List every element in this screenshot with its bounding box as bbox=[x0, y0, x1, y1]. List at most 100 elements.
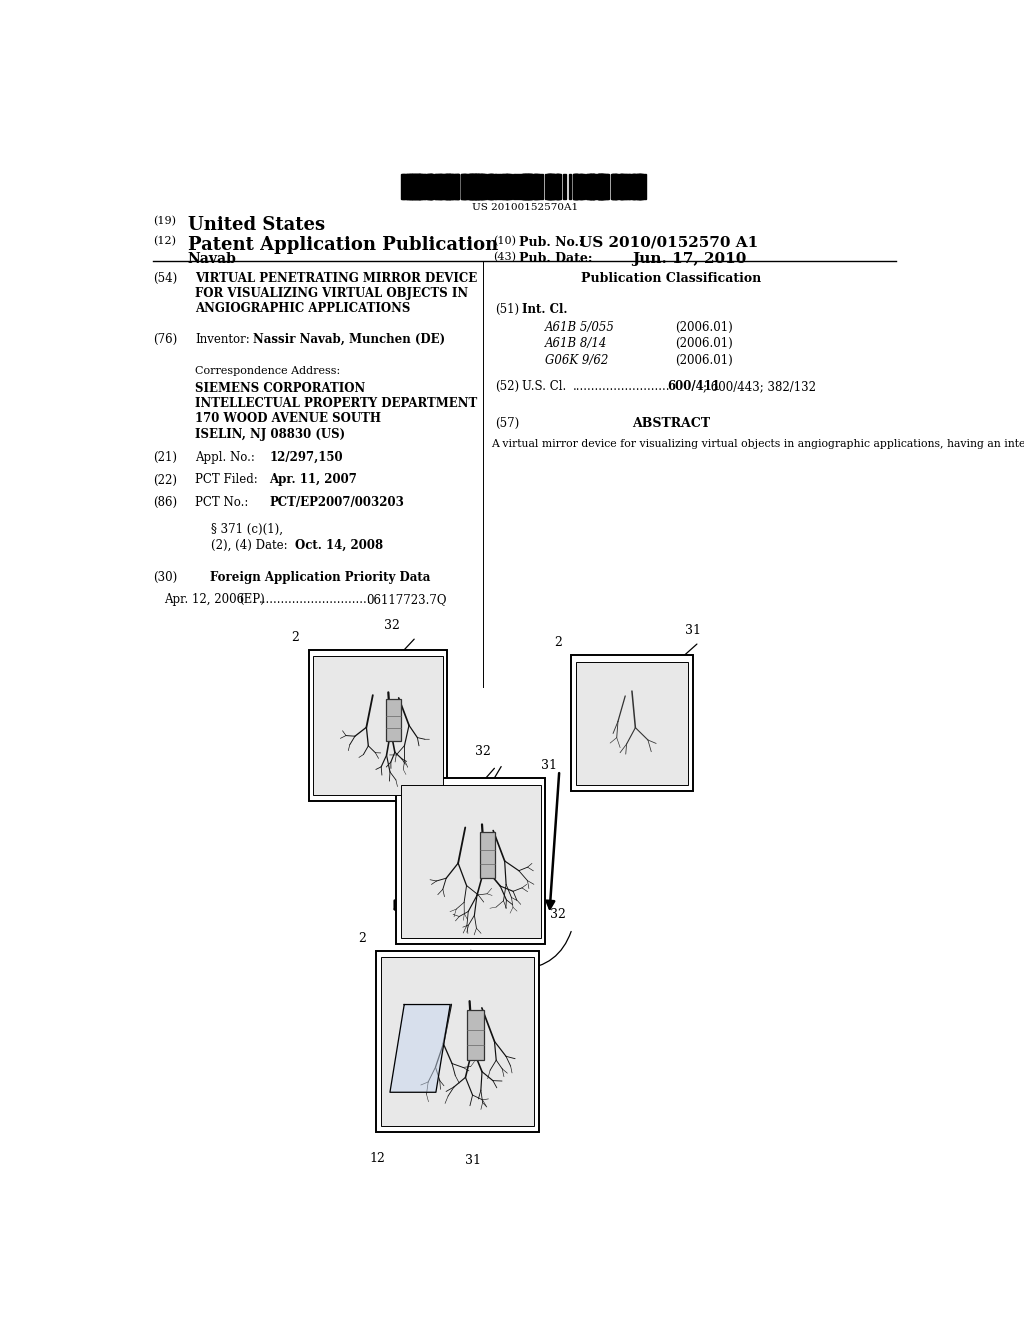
Bar bbox=[556, 174, 559, 199]
Bar bbox=[618, 174, 622, 199]
Bar bbox=[513, 174, 515, 199]
Bar bbox=[386, 700, 400, 741]
Text: US 20100152570A1: US 20100152570A1 bbox=[472, 202, 578, 211]
Text: Int. Cl.: Int. Cl. bbox=[522, 302, 568, 315]
Bar bbox=[463, 174, 468, 199]
Text: Inventor:: Inventor: bbox=[196, 333, 250, 346]
Bar bbox=[507, 174, 510, 199]
Bar bbox=[434, 174, 438, 199]
Bar bbox=[467, 174, 470, 199]
Text: FOR VISUALIZING VIRTUAL OBJECTS IN: FOR VISUALIZING VIRTUAL OBJECTS IN bbox=[196, 286, 469, 300]
Text: PCT Filed:: PCT Filed: bbox=[196, 474, 258, 487]
Text: 1: 1 bbox=[396, 932, 403, 945]
Bar bbox=[415, 174, 418, 199]
Text: 2: 2 bbox=[291, 631, 299, 644]
Text: ..............................: .............................. bbox=[259, 594, 372, 606]
Text: (10): (10) bbox=[494, 236, 516, 246]
Bar bbox=[445, 174, 449, 199]
Bar bbox=[571, 656, 692, 791]
Bar bbox=[430, 174, 432, 199]
Text: (76): (76) bbox=[154, 333, 177, 346]
Text: 12: 12 bbox=[370, 1152, 385, 1166]
Bar bbox=[601, 174, 605, 199]
Text: Apr. 11, 2007: Apr. 11, 2007 bbox=[269, 474, 357, 487]
Text: PCT No.:: PCT No.: bbox=[196, 496, 249, 508]
Bar bbox=[629, 174, 633, 199]
Bar bbox=[575, 174, 580, 199]
Bar bbox=[427, 174, 431, 199]
Bar bbox=[457, 174, 459, 199]
Bar bbox=[413, 174, 417, 199]
Bar bbox=[521, 174, 526, 199]
Bar bbox=[492, 174, 497, 199]
Text: ISELIN, NJ 08830 (US): ISELIN, NJ 08830 (US) bbox=[196, 428, 345, 441]
Bar bbox=[444, 174, 450, 199]
Bar bbox=[525, 174, 529, 199]
Bar bbox=[612, 174, 617, 199]
Text: Oct. 14, 2008: Oct. 14, 2008 bbox=[295, 539, 383, 552]
Text: (19): (19) bbox=[154, 216, 176, 227]
Bar bbox=[449, 174, 452, 199]
Bar bbox=[501, 174, 505, 199]
Text: Navab: Navab bbox=[187, 252, 237, 265]
Bar bbox=[506, 174, 508, 199]
Text: (2006.01): (2006.01) bbox=[676, 321, 733, 334]
Bar bbox=[469, 174, 472, 199]
Bar bbox=[627, 174, 630, 199]
Bar bbox=[490, 174, 494, 199]
Bar bbox=[406, 174, 409, 199]
Text: (51): (51) bbox=[495, 302, 519, 315]
Bar bbox=[469, 174, 473, 199]
Bar bbox=[529, 174, 531, 199]
Bar bbox=[401, 784, 541, 939]
Text: (57): (57) bbox=[495, 417, 519, 429]
Bar bbox=[402, 174, 404, 199]
Bar bbox=[597, 174, 602, 199]
Bar bbox=[503, 174, 507, 199]
Bar bbox=[598, 174, 603, 199]
Bar bbox=[509, 174, 512, 199]
Text: 32: 32 bbox=[384, 619, 400, 632]
Bar bbox=[419, 174, 421, 199]
Bar bbox=[445, 174, 451, 199]
Bar bbox=[590, 174, 595, 199]
Bar bbox=[435, 174, 438, 199]
Text: A61B 8/14: A61B 8/14 bbox=[545, 338, 607, 350]
Bar bbox=[622, 174, 624, 199]
Text: United States: United States bbox=[187, 216, 325, 235]
Bar bbox=[634, 174, 637, 199]
Bar bbox=[639, 174, 642, 199]
Bar bbox=[568, 174, 571, 199]
Bar bbox=[428, 174, 432, 199]
Text: VIRTUAL PENETRATING MIRROR DEVICE: VIRTUAL PENETRATING MIRROR DEVICE bbox=[196, 272, 478, 285]
Text: (12): (12) bbox=[154, 236, 176, 246]
Bar bbox=[418, 174, 422, 199]
Bar bbox=[548, 174, 550, 199]
Bar bbox=[624, 174, 628, 199]
Text: PCT/EP2007/003203: PCT/EP2007/003203 bbox=[269, 496, 404, 508]
Text: Publication Classification: Publication Classification bbox=[582, 272, 762, 285]
Bar bbox=[471, 174, 476, 199]
Bar bbox=[611, 174, 616, 199]
Text: 600/411: 600/411 bbox=[668, 380, 721, 393]
Bar bbox=[523, 174, 527, 199]
Bar bbox=[416, 174, 420, 199]
Bar bbox=[598, 174, 601, 199]
Bar bbox=[449, 174, 453, 199]
Text: (86): (86) bbox=[154, 496, 177, 508]
Bar bbox=[624, 174, 627, 199]
Bar bbox=[572, 174, 577, 199]
Text: 2: 2 bbox=[554, 636, 561, 649]
Bar bbox=[580, 174, 585, 199]
Bar bbox=[529, 174, 531, 199]
Bar bbox=[553, 174, 558, 199]
Text: Appl. No.:: Appl. No.: bbox=[196, 451, 255, 465]
Bar bbox=[525, 174, 528, 199]
Bar bbox=[412, 174, 415, 199]
Bar bbox=[563, 174, 566, 199]
Bar bbox=[381, 957, 534, 1126]
Bar bbox=[598, 174, 603, 199]
Bar bbox=[308, 651, 447, 801]
Bar bbox=[637, 174, 640, 199]
Text: (30): (30) bbox=[154, 572, 177, 583]
